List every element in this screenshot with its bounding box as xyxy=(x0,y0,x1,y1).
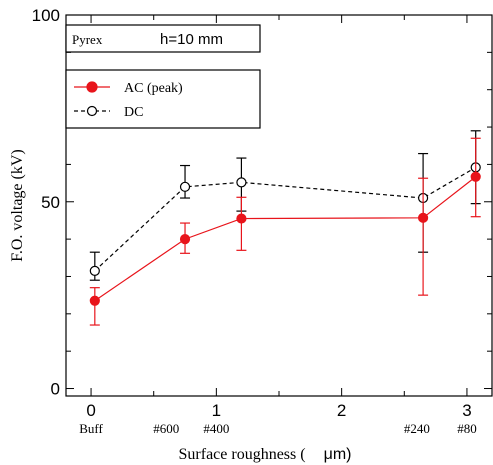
legend-item: DC xyxy=(74,105,143,120)
data-point xyxy=(179,181,191,192)
x-tick-label: 2 xyxy=(337,401,346,420)
y-tick-label: 50 xyxy=(41,193,60,212)
data-point xyxy=(236,213,247,224)
axis-labels: Surface roughness (μm) F.O. voltage (kV) xyxy=(9,149,351,463)
x-tick-label: 1 xyxy=(212,401,221,420)
data-point xyxy=(179,234,191,245)
series-line xyxy=(94,176,477,302)
y-axis-title: F.O. voltage (kV) xyxy=(9,149,26,261)
y-tick-label: 0 xyxy=(51,380,60,399)
legend-label: DC xyxy=(124,105,143,120)
sample-label: #80 xyxy=(457,421,477,436)
sample-label: #400 xyxy=(203,421,229,436)
annotation-box xyxy=(65,24,261,53)
series-ac-peak xyxy=(89,137,481,326)
sample-label: #600 xyxy=(153,421,179,436)
legend-marker xyxy=(86,81,98,93)
legend-item: AC (peak) xyxy=(74,81,183,96)
x-tick-label: 3 xyxy=(462,401,471,420)
data-point xyxy=(89,295,100,306)
legend-label: AC (peak) xyxy=(124,81,183,96)
y-tick-label: 100 xyxy=(32,6,60,25)
annotation-condition: h=10 mm xyxy=(160,31,223,48)
legend-box xyxy=(65,69,261,129)
legend-marker xyxy=(86,105,98,117)
data-point xyxy=(417,212,429,223)
data-point xyxy=(470,171,481,182)
sample-label: #240 xyxy=(404,421,430,436)
data-point xyxy=(89,265,100,276)
series-dc xyxy=(89,130,481,281)
series-group xyxy=(89,130,481,326)
x-axis-title: Surface roughness (μm) xyxy=(179,446,352,463)
annotation-material: Pyrex xyxy=(72,32,103,47)
x-tick-label: 0 xyxy=(86,401,95,420)
sample-label: Buff xyxy=(79,421,103,436)
axes: 0 50 100 0 1 2 3 Buff #600 #400 #240 #80 xyxy=(32,6,492,436)
data-point xyxy=(236,177,247,188)
legend: Pyrex h=10 mm AC (peak) DC xyxy=(65,24,261,129)
